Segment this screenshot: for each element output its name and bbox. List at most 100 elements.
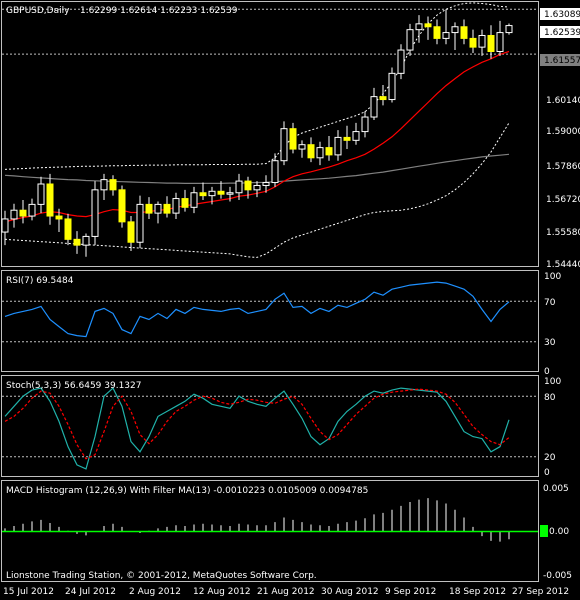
stochastic-chart[interactable]: [4, 387, 510, 470]
main-ohlc-values: 1.62299 1.62614 1.62233 1.62539: [80, 6, 238, 16]
low-price-tag: 1.61557: [544, 56, 580, 66]
candle-body: [127, 221, 135, 243]
rsi-tick-label: 0: [544, 367, 550, 377]
stoch-k-line: [4, 387, 510, 470]
candle-body: [10, 209, 18, 220]
main-panel-frame: [1, 1, 539, 267]
candle-body: [460, 26, 468, 39]
low-price-tag-box: [540, 54, 580, 66]
macd-tick-label: -0.005: [543, 571, 572, 581]
candle-body: [298, 144, 306, 150]
date-tick-label: 15 Jul 2012: [3, 587, 54, 597]
macd-label: MACD Histogram (12,26,9) With Filter MA(…: [6, 486, 368, 496]
last-price-tag: 1.62539: [544, 28, 580, 38]
stoch-tick-label: 80: [544, 393, 556, 403]
date-tick-label: 18 Sep 2012: [449, 587, 506, 597]
slow-ma-line: [4, 153, 510, 184]
price-tick-label: 1.54440: [546, 260, 580, 270]
candle-body: [163, 203, 171, 214]
rsi-panel-frame: [1, 270, 539, 372]
candle-body: [1, 218, 9, 233]
candle-body: [379, 96, 387, 101]
copyright-text: Lionstone Trading Station, © 2001-2012, …: [6, 571, 317, 581]
main-symbol-label: GBPUSD,Daily: [6, 6, 70, 16]
rsi-chart[interactable]: [4, 281, 510, 338]
macd-tick-label: 0.005: [543, 484, 569, 494]
candle-body: [433, 26, 441, 39]
candle-body: [226, 192, 234, 195]
candle-body: [64, 218, 72, 240]
candle-body: [316, 147, 324, 159]
candle-body: [199, 192, 207, 197]
candle-body: [208, 190, 216, 197]
candle-body: [496, 32, 504, 53]
candle-body: [271, 160, 279, 184]
stoch-tick-label: 0: [544, 468, 550, 478]
date-tick-label: 9 Sep 2012: [385, 587, 436, 597]
candle-body: [100, 179, 108, 191]
candle-body: [406, 29, 414, 51]
candle-body: [325, 147, 333, 156]
candle-body: [235, 180, 243, 194]
rsi-tick-label: 70: [544, 298, 556, 308]
date-tick-label: 24 Jul 2012: [65, 587, 116, 597]
candle-body: [307, 144, 315, 159]
price-chart[interactable]: [1, 2, 513, 258]
candle-body: [118, 189, 126, 223]
high-price-tag: 1.63089: [544, 10, 580, 20]
candle-body: [55, 215, 63, 220]
candle-body: [28, 203, 36, 217]
bollinger-upper-line: [4, 2, 510, 170]
candle-body: [280, 128, 288, 162]
stoch-tick-label: 20: [544, 453, 556, 463]
candle-body: [370, 96, 378, 118]
candle-body: [334, 136, 342, 156]
date-tick-label: 2 Aug 2012: [129, 587, 181, 597]
price-tick-label: 1.57860: [546, 162, 580, 172]
rsi-tick-label: 30: [544, 338, 556, 348]
price-tick-label: 1.55580: [546, 228, 580, 238]
candle-body: [244, 180, 252, 191]
macd-chart[interactable]: [2, 498, 538, 542]
candle-body: [37, 183, 45, 205]
stoch-tick-label: 100: [544, 377, 561, 387]
date-tick-label: 12 Aug 2012: [193, 587, 251, 597]
price-tick-label: 1.59000: [546, 127, 580, 137]
candle-body: [505, 25, 513, 34]
date-tick-label: 27 Sep 2012: [512, 587, 569, 597]
candle-body: [19, 209, 27, 217]
date-tick-label: 21 Aug 2012: [257, 587, 315, 597]
candle-body: [154, 203, 162, 214]
candle-body: [82, 235, 90, 246]
price-tick-label: 1.60140: [546, 96, 580, 106]
stoch-label: Stoch(5,3,3) 56.6459 39.1327: [6, 381, 141, 391]
high-price-tag-box: [540, 8, 580, 20]
candle-body: [487, 34, 495, 53]
candle-body: [469, 37, 477, 48]
candle-body: [172, 198, 180, 214]
candle-body: [109, 179, 117, 191]
candle-body: [478, 34, 486, 48]
candle-body: [352, 131, 360, 141]
rsi-tick-label: 100: [544, 272, 561, 282]
candle-body: [217, 190, 225, 195]
candle-body: [424, 23, 432, 28]
candle-body: [442, 32, 450, 39]
candle-body: [73, 238, 81, 246]
candle-body: [415, 23, 423, 31]
stoch-d-line: [4, 388, 510, 460]
macd-panel-frame: [1, 480, 539, 582]
candle-body: [181, 198, 189, 208]
macd-tick-label: 0.00: [549, 527, 569, 537]
price-tick-label: 1.56720: [546, 195, 580, 205]
candle-body: [361, 116, 369, 133]
candle-body: [136, 203, 144, 243]
candle-body: [46, 183, 54, 217]
candle-body: [262, 182, 270, 186]
stoch-panel-frame: [1, 375, 539, 477]
macd-zero-tag-box: [540, 525, 548, 537]
candle-body: [253, 184, 261, 191]
candle-body: [451, 26, 459, 34]
rsi-label: RSI(7) 69.5484: [6, 276, 74, 286]
